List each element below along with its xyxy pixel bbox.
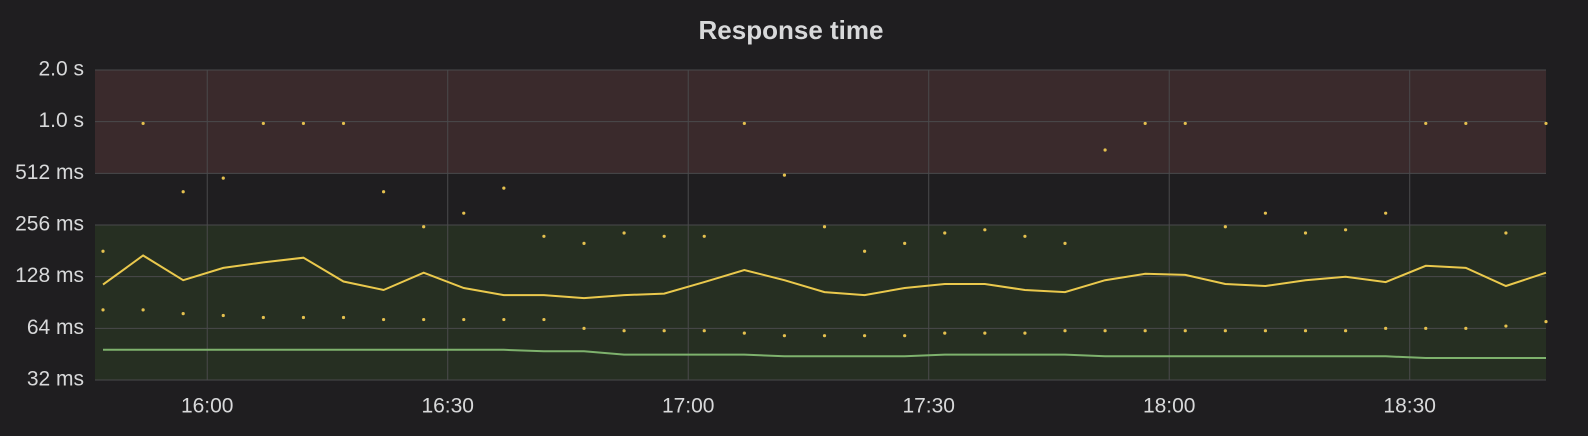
data-point bbox=[822, 334, 827, 338]
x-tick-label: 16:30 bbox=[421, 395, 474, 418]
data-point bbox=[862, 334, 867, 338]
data-point bbox=[1063, 329, 1067, 333]
series-line bbox=[102, 254, 1547, 300]
data-point bbox=[943, 331, 947, 335]
data-point bbox=[542, 317, 546, 322]
data-point bbox=[1384, 326, 1388, 330]
y-tick-label: 128 ms bbox=[15, 264, 84, 287]
series-line bbox=[103, 348, 1546, 359]
x-tick-label: 18:30 bbox=[1383, 395, 1436, 418]
data-point bbox=[622, 329, 626, 333]
threshold-band bbox=[95, 225, 1546, 380]
data-point bbox=[181, 311, 185, 316]
data-point bbox=[1263, 211, 1268, 215]
data-point bbox=[1063, 241, 1067, 246]
data-point bbox=[1143, 329, 1147, 333]
y-tick-label: 64 ms bbox=[27, 316, 84, 339]
data-point bbox=[1103, 148, 1107, 152]
data-point bbox=[1343, 228, 1348, 232]
data-point bbox=[462, 211, 466, 215]
x-tick-label: 17:00 bbox=[662, 395, 715, 418]
data-point bbox=[1183, 121, 1187, 126]
data-point bbox=[462, 317, 466, 322]
x-tick-label: 18:00 bbox=[1143, 395, 1196, 418]
data-point bbox=[422, 225, 426, 229]
data-point bbox=[1183, 329, 1187, 333]
data-point bbox=[1023, 331, 1027, 335]
data-point bbox=[301, 315, 306, 320]
data-point bbox=[1464, 121, 1468, 126]
data-point bbox=[1303, 329, 1308, 333]
x-tick-label: 16:00 bbox=[181, 395, 234, 418]
data-point bbox=[502, 317, 506, 322]
data-point bbox=[742, 331, 746, 335]
data-point bbox=[101, 308, 105, 312]
data-point bbox=[1384, 211, 1388, 215]
data-point bbox=[582, 241, 586, 246]
data-point bbox=[622, 231, 626, 235]
data-point bbox=[822, 225, 827, 229]
data-point bbox=[261, 315, 265, 320]
data-point bbox=[1544, 121, 1548, 126]
data-point bbox=[903, 334, 907, 338]
data-point bbox=[1464, 326, 1468, 330]
data-point bbox=[542, 234, 546, 238]
data-point bbox=[221, 176, 225, 180]
data-point bbox=[341, 121, 346, 126]
data-point bbox=[903, 241, 907, 246]
data-point bbox=[1223, 225, 1227, 229]
data-point bbox=[1504, 231, 1508, 235]
data-point bbox=[422, 317, 426, 322]
data-point bbox=[983, 228, 987, 232]
y-tick-label: 2.0 s bbox=[38, 58, 84, 81]
y-tick-label: 1.0 s bbox=[38, 109, 84, 132]
data-point bbox=[862, 249, 867, 253]
panel-title: Response time bbox=[699, 15, 884, 45]
data-point bbox=[301, 121, 306, 126]
y-tick-label: 256 ms bbox=[15, 213, 84, 236]
data-point bbox=[582, 326, 586, 330]
data-point bbox=[1544, 320, 1548, 324]
data-point bbox=[702, 234, 706, 238]
data-point bbox=[1263, 329, 1268, 333]
data-point bbox=[141, 121, 145, 126]
data-point bbox=[943, 231, 947, 235]
data-point bbox=[662, 329, 666, 333]
y-tick-label: 32 ms bbox=[27, 368, 84, 391]
data-point bbox=[742, 121, 746, 126]
data-point bbox=[782, 334, 787, 338]
y-tick-label: 512 ms bbox=[15, 161, 84, 184]
data-point bbox=[141, 308, 145, 312]
data-point bbox=[662, 234, 666, 238]
data-point bbox=[101, 249, 105, 253]
data-point bbox=[1143, 121, 1147, 126]
data-point bbox=[381, 317, 386, 322]
data-point bbox=[1303, 231, 1308, 235]
data-point bbox=[702, 329, 706, 333]
data-point bbox=[181, 190, 185, 194]
data-point bbox=[381, 190, 386, 194]
x-tick-label: 17:30 bbox=[902, 395, 955, 418]
data-point bbox=[1343, 329, 1348, 333]
data-point bbox=[261, 121, 265, 126]
data-point bbox=[1103, 329, 1107, 333]
data-point bbox=[1023, 234, 1027, 238]
data-point bbox=[1504, 324, 1508, 328]
data-point bbox=[1424, 326, 1428, 330]
data-point bbox=[782, 173, 787, 177]
data-point bbox=[983, 331, 987, 335]
data-point bbox=[221, 313, 225, 318]
data-point bbox=[1424, 121, 1428, 126]
data-point bbox=[1223, 329, 1227, 333]
data-point bbox=[341, 315, 346, 320]
data-point bbox=[502, 186, 506, 190]
